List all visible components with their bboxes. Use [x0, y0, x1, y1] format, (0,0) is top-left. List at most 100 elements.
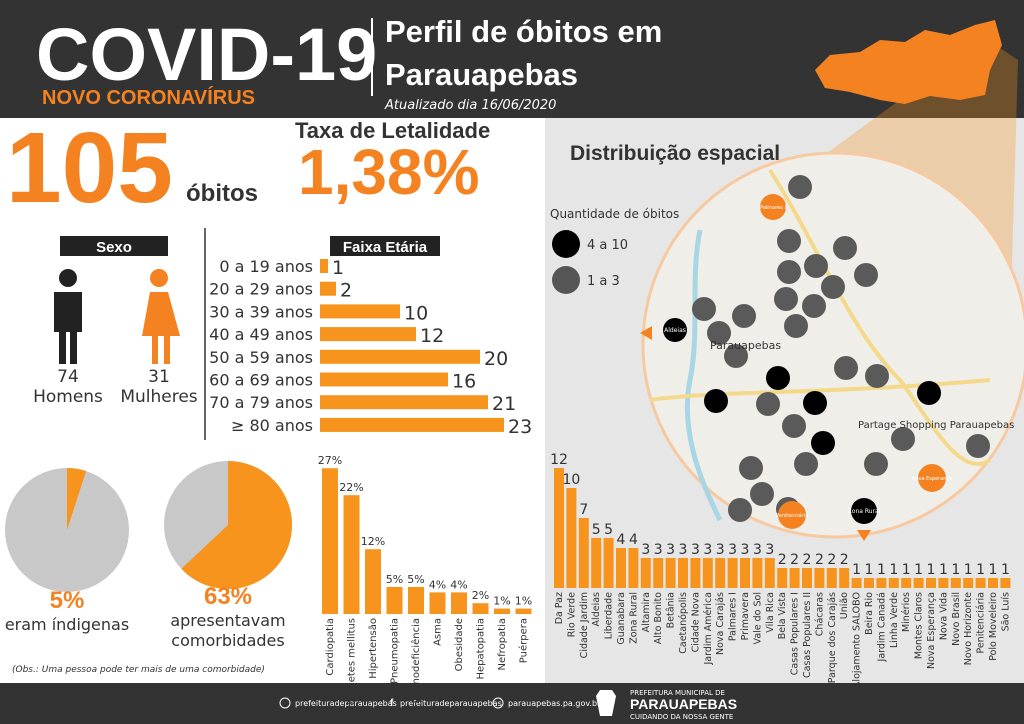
category-label: Novo Horizonte — [963, 592, 974, 665]
bar — [851, 578, 862, 588]
map-dot — [811, 431, 835, 455]
map-dot — [891, 427, 915, 451]
category-label: Nova Carajás — [715, 592, 726, 655]
map-dot — [784, 314, 808, 338]
category-label: Montes Claros — [914, 592, 925, 659]
category-label: Nefropatia — [497, 618, 508, 670]
map-dot — [704, 389, 728, 413]
map-dot — [802, 294, 826, 318]
legend-dot — [552, 266, 580, 294]
category-label: Cardiopatia — [325, 618, 336, 676]
women-label: Mulheres — [120, 387, 197, 407]
category-label: Puérpera — [518, 618, 530, 663]
pie-caption: comorbidades — [171, 631, 284, 650]
place-marker — [760, 194, 786, 220]
bar — [913, 578, 924, 588]
category-label: Pneumopatia — [390, 618, 401, 684]
map-label: Partage Shopping Parauapebas — [858, 420, 1014, 431]
bar — [616, 548, 626, 588]
category-label: Vale do Sol — [752, 592, 763, 644]
bar — [628, 548, 639, 588]
category-label: Novo Brasil — [951, 592, 962, 646]
pie-slice — [181, 461, 292, 589]
map-dot — [728, 498, 752, 522]
legend-label: 4 a 10 — [587, 238, 628, 253]
arrow — [857, 530, 871, 541]
lethality-value: 1,38% — [298, 136, 479, 208]
bar — [320, 259, 328, 273]
value-label: 10 — [404, 302, 428, 324]
map-dot — [966, 434, 990, 458]
pie-slice — [67, 468, 87, 530]
category-label: ≥ 80 anos — [231, 416, 313, 435]
label-box — [330, 236, 440, 256]
bar — [752, 558, 763, 588]
value-label: 2 — [815, 552, 824, 568]
value-label: 1 — [852, 562, 861, 578]
category-label: Parque dos Carajás — [827, 592, 838, 683]
bar — [451, 592, 467, 614]
category-label: Guanabara — [616, 592, 627, 645]
region-map — [815, 20, 1002, 104]
value-label: 16 — [452, 371, 476, 393]
place-marker — [663, 318, 687, 342]
footer-link: prefeituradeparauapebas — [400, 699, 502, 708]
bar — [950, 578, 961, 588]
bar — [640, 558, 651, 588]
map-dot — [794, 452, 818, 476]
category-label: Vila Rica — [765, 592, 776, 633]
bar — [320, 349, 480, 364]
bar — [789, 568, 800, 588]
bar — [591, 538, 602, 588]
category-label: São Luís — [1000, 592, 1011, 631]
value-label: 3 — [666, 542, 675, 558]
map-label: Nova Esperança — [912, 476, 953, 482]
value-label: 1 — [914, 562, 923, 578]
bar — [826, 568, 837, 588]
bar — [963, 578, 974, 588]
bar — [727, 558, 738, 588]
map-dot — [724, 344, 748, 368]
bar — [343, 495, 360, 614]
value-label: 1% — [493, 595, 510, 608]
value-label: 4% — [450, 578, 467, 591]
category-label: Cidade Jardim — [579, 592, 590, 658]
pie-caption: eram índigenas — [5, 615, 129, 634]
category-label: Alto Bonito — [653, 592, 664, 644]
bar — [472, 603, 489, 614]
bar — [975, 578, 986, 588]
value-label: 12% — [361, 535, 385, 548]
bar — [888, 578, 899, 588]
map-dot — [774, 287, 798, 311]
map-dot — [766, 366, 790, 390]
lethality-title: Taxa de Letalidade — [295, 118, 490, 143]
map-dot — [864, 452, 888, 476]
value-label: 1 — [332, 257, 344, 279]
map-label: Aldeias — [664, 327, 686, 334]
value-label: 3 — [741, 542, 750, 558]
bar — [740, 558, 750, 588]
bar — [365, 549, 381, 614]
value-label: 1 — [865, 562, 874, 578]
org: CUIDANDO DA NOSSA GENTE — [630, 713, 733, 721]
value-label: 3 — [641, 542, 650, 558]
place-marker — [851, 498, 877, 524]
category-label: Caetanópolis — [678, 592, 689, 654]
value-label: 3 — [753, 542, 762, 558]
value-label: 1% — [515, 595, 532, 608]
map-dot — [750, 482, 774, 506]
category-label: Nova Vida — [938, 592, 949, 640]
bar — [764, 558, 775, 588]
subtitle: NOVO CORONAVÍRUS — [42, 86, 255, 109]
value-label: 5% — [386, 573, 403, 586]
value-label: 2 — [840, 552, 849, 568]
category-label: Nova Esperança — [926, 592, 937, 669]
bar — [386, 587, 403, 614]
value-label: 4 — [629, 532, 638, 548]
map-label: Palmares I — [760, 205, 786, 211]
value-label: 5 — [592, 522, 601, 538]
bar — [665, 558, 676, 588]
map-label: Penitenciária — [776, 512, 808, 519]
bar — [988, 578, 998, 588]
